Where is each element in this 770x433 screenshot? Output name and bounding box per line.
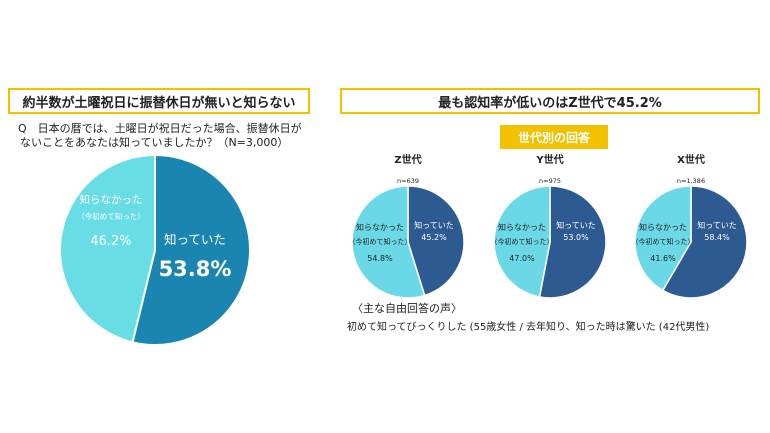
question-line-2: ないことをあなたは知っていましたか？（N=3,000） [20,136,289,149]
pie3-unknown-sublabel: （今初めて知った） [632,237,695,246]
pie2-title: Y世代 [535,153,563,166]
right-panel-title: 最も認知率が低いのはZ世代で45.2% [340,88,760,114]
main-known-value: 53.8% [159,257,232,281]
pie3-slice-unknown [634,185,692,292]
pie1-known-label: 知っていた [414,220,454,230]
pie1-known-value: 45.2% [421,233,447,242]
pie1-unknown-value: 54.8% [367,254,393,263]
pie2-slice-known [538,185,607,299]
pie2-unknown-label: 知らなかった [498,222,546,232]
pie3-slice-known [661,185,748,299]
survey-question: Q 日本の暦では、土曜日が祝日だった場合、振替休日が ないことをあなたは知ってい… [18,122,323,150]
pie2-slice-unknown [493,185,551,298]
pie3-n: n=1,386 [677,177,705,185]
pie1-unknown-label: 知らなかった [356,222,404,232]
pie1-n: n=639 [397,177,419,185]
pie3-unknown-label: 知らなかった [639,222,687,232]
pie3-known-value: 58.4% [704,233,730,242]
pie2-unknown-value: 47.0% [509,254,535,263]
voices-heading: 〈主な自由回答の声〉 [352,302,462,315]
question-line-1: Q 日本の暦では、土曜日が祝日だった場合、振替休日が [18,122,302,135]
voices-body: 初めて知ってびっくりした (55歳女性 / 去年知り、知った時は驚いた (42代… [347,322,710,333]
pie2-n: n=975 [539,177,561,185]
main-unknown-sublabel: （今初めて知った） [77,211,145,221]
pie1-title: Z世代 [394,153,421,166]
pie3-unknown-value: 41.6% [650,254,676,263]
generation-badge: 世代別の回答 [500,125,608,149]
pie0-slice-known [131,153,251,346]
pie3-title: X世代 [677,153,705,166]
pie1-slice-unknown [351,185,426,299]
pie2-known-value: 53.0% [563,233,589,242]
pie1-unknown-sublabel: （今初めて知った） [349,237,412,246]
pie2-unknown-sublabel: （今初めて知った） [491,237,554,246]
main-known-label: 知っていた [164,232,226,247]
pie0-slice-unknown [59,153,156,344]
pie2-known-label: 知っていた [556,220,596,230]
main-unknown-label: 知らなかった [80,193,143,206]
left-panel-title: 約半数が土曜祝日に振替休日が無いと知らない [8,88,310,114]
pie1-slice-known [407,185,465,297]
main-unknown-value: 46.2% [90,234,131,249]
pie3-known-label: 知っていた [697,220,737,230]
